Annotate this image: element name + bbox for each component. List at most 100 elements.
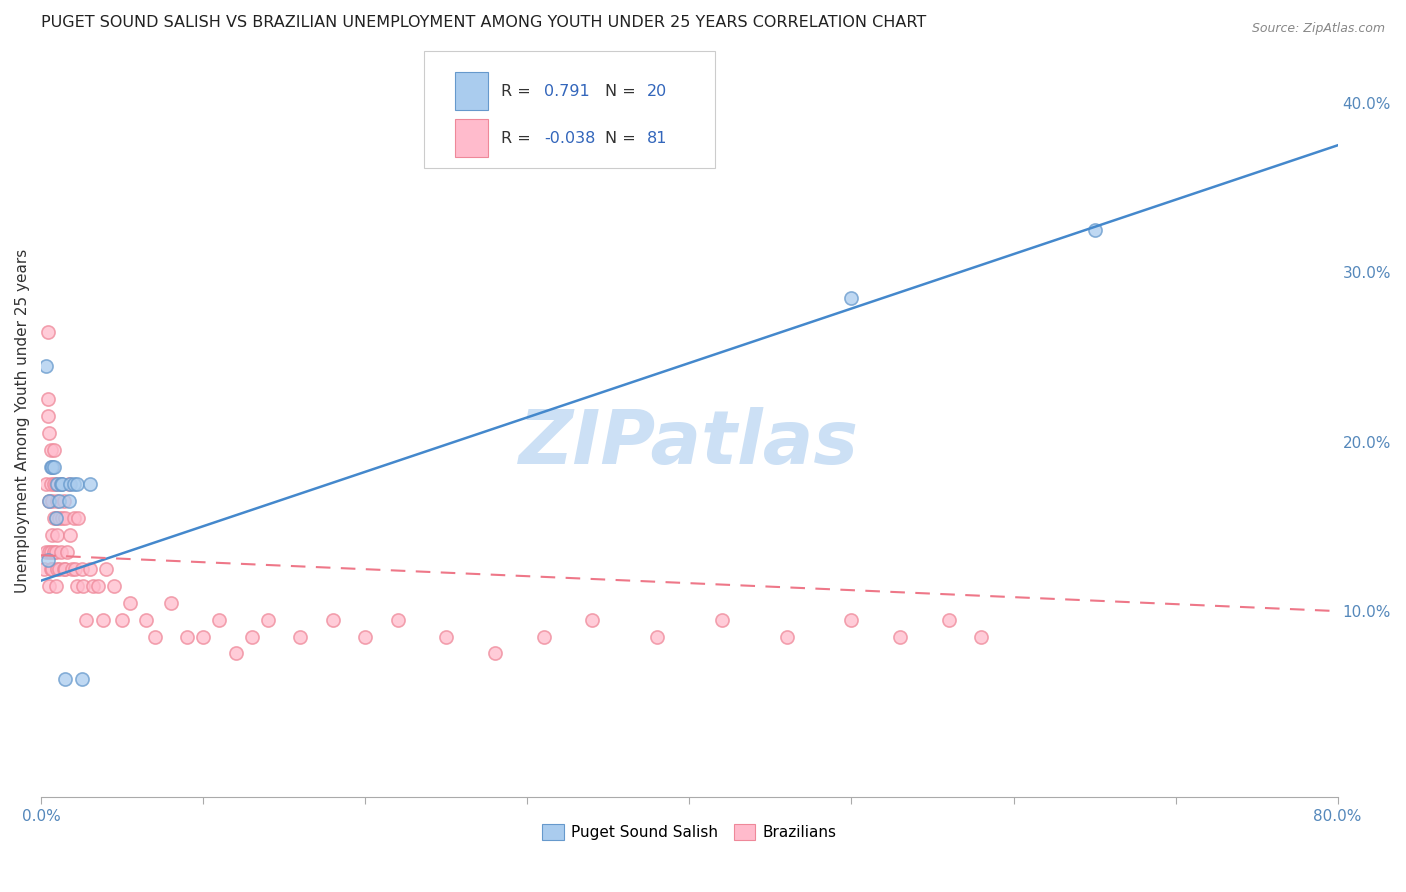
- FancyBboxPatch shape: [454, 120, 488, 157]
- Point: [257, 613, 280, 627]
- Point: [35, 477, 58, 491]
- Point: [37, 553, 59, 567]
- Point: [34, 562, 56, 576]
- Text: R =: R =: [502, 84, 536, 99]
- Point: [354, 630, 377, 644]
- Text: R =: R =: [502, 130, 536, 145]
- Point: [41, 528, 63, 542]
- Point: [39, 460, 62, 475]
- Point: [38, 494, 60, 508]
- Point: [87, 579, 110, 593]
- Point: [82, 579, 104, 593]
- Point: [208, 613, 231, 627]
- Point: [710, 613, 733, 627]
- Point: [56, 545, 79, 559]
- Point: [37, 392, 59, 407]
- Point: [48, 511, 70, 525]
- Point: [45, 545, 67, 559]
- Point: [62, 511, 84, 525]
- Point: [62, 477, 84, 491]
- Point: [66, 477, 89, 491]
- Point: [52, 494, 75, 508]
- Point: [52, 562, 75, 576]
- Point: [143, 630, 166, 644]
- Point: [48, 494, 70, 508]
- Point: [48, 562, 70, 576]
- Point: [41, 460, 63, 475]
- Point: [45, 579, 67, 593]
- Text: ZIPatlas: ZIPatlas: [519, 407, 859, 480]
- FancyBboxPatch shape: [454, 72, 488, 110]
- Point: [42, 477, 65, 491]
- Text: N =: N =: [605, 130, 641, 145]
- Point: [38, 494, 60, 508]
- Point: [240, 630, 263, 644]
- Point: [91, 613, 114, 627]
- Point: [970, 630, 993, 644]
- Point: [72, 579, 94, 593]
- Point: [38, 579, 60, 593]
- Point: [39, 477, 62, 491]
- Point: [889, 630, 911, 644]
- Point: [176, 630, 198, 644]
- Point: [42, 460, 65, 475]
- Point: [67, 511, 90, 525]
- Point: [120, 596, 142, 610]
- Point: [581, 613, 603, 627]
- Point: [38, 426, 60, 441]
- Point: [841, 613, 863, 627]
- Point: [45, 511, 67, 525]
- Point: [322, 613, 344, 627]
- Point: [1083, 223, 1105, 237]
- Point: [46, 562, 69, 576]
- Point: [41, 494, 63, 508]
- Point: [135, 613, 157, 627]
- Point: [35, 545, 58, 559]
- Text: 20: 20: [647, 84, 666, 99]
- Point: [533, 630, 555, 644]
- Point: [38, 545, 60, 559]
- Text: PUGET SOUND SALISH VS BRAZILIAN UNEMPLOYMENT AMONG YOUTH UNDER 25 YEARS CORRELAT: PUGET SOUND SALISH VS BRAZILIAN UNEMPLOY…: [41, 15, 927, 30]
- Point: [938, 613, 960, 627]
- Point: [55, 672, 77, 686]
- Point: [41, 460, 63, 475]
- Point: [387, 613, 409, 627]
- Point: [46, 477, 69, 491]
- Point: [841, 291, 863, 305]
- Point: [42, 545, 65, 559]
- Point: [225, 647, 247, 661]
- Point: [76, 613, 98, 627]
- Text: Source: ZipAtlas.com: Source: ZipAtlas.com: [1251, 22, 1385, 36]
- Point: [41, 562, 63, 576]
- Point: [45, 477, 67, 491]
- Point: [37, 409, 59, 424]
- Text: 0.791: 0.791: [544, 84, 591, 99]
- Point: [51, 511, 73, 525]
- Point: [35, 359, 58, 373]
- Y-axis label: Unemployment Among Youth under 25 years: Unemployment Among Youth under 25 years: [15, 249, 30, 592]
- Point: [49, 477, 72, 491]
- Point: [193, 630, 215, 644]
- Point: [70, 672, 93, 686]
- Point: [59, 477, 82, 491]
- Point: [58, 477, 80, 491]
- Point: [484, 647, 506, 661]
- Point: [58, 494, 80, 508]
- Point: [79, 562, 101, 576]
- FancyBboxPatch shape: [423, 51, 716, 168]
- Point: [46, 528, 69, 542]
- Point: [94, 562, 117, 576]
- Point: [45, 511, 67, 525]
- Point: [55, 562, 77, 576]
- Point: [159, 596, 181, 610]
- Point: [42, 511, 65, 525]
- Point: [63, 562, 86, 576]
- Point: [79, 477, 101, 491]
- Point: [49, 477, 72, 491]
- Point: [59, 528, 82, 542]
- Point: [51, 477, 73, 491]
- Text: 81: 81: [647, 130, 666, 145]
- Point: [37, 325, 59, 339]
- Point: [49, 545, 72, 559]
- Point: [46, 494, 69, 508]
